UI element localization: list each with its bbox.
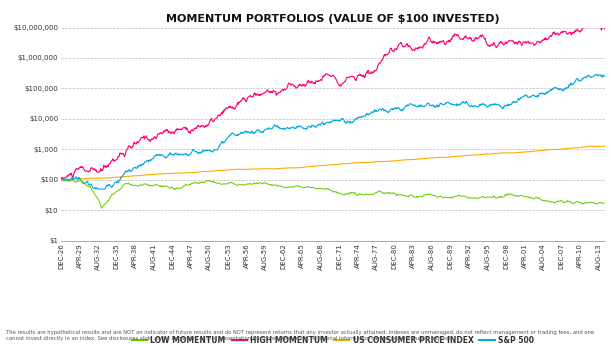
- Text: The results are hypothetical results and are NOT an indicator of future results : The results are hypothetical results and…: [6, 330, 595, 341]
- Title: MOMENTUM PORTFOLIOS (VALUE OF $100 INVESTED): MOMENTUM PORTFOLIOS (VALUE OF $100 INVES…: [166, 14, 500, 24]
- Legend: LOW MOMENTUM, HIGH MOMENTUM, US CONSUMER PRICE INDEX, S&P 500: LOW MOMENTUM, HIGH MOMENTUM, US CONSUMER…: [129, 333, 537, 344]
